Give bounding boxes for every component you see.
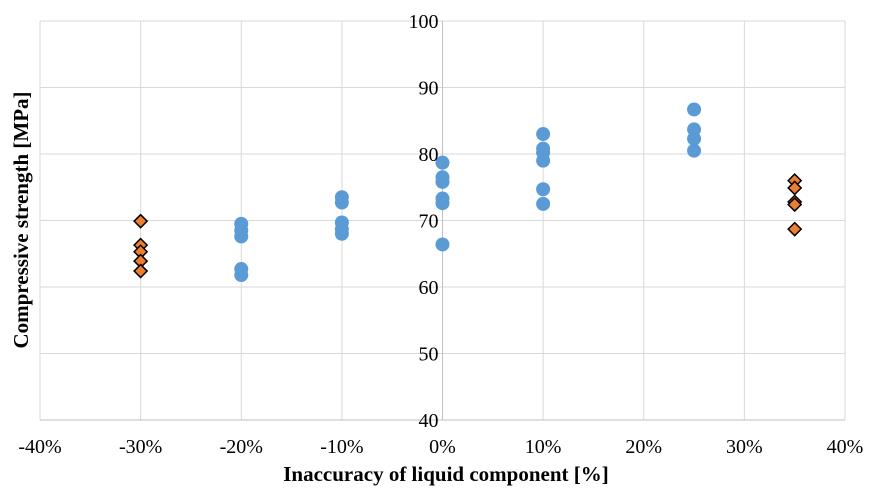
x-tick-label: 0%: [429, 436, 456, 458]
data-point: [435, 174, 450, 189]
data-point: [536, 127, 551, 142]
x-tick-label: 20%: [625, 436, 662, 458]
y-axis-title: Compressive strength [MPa]: [9, 91, 33, 348]
x-tick-label: 30%: [726, 436, 763, 458]
y-tick-label: 90: [419, 78, 439, 100]
data-point: [234, 268, 249, 283]
x-tick-label: 40%: [827, 436, 864, 458]
tick-labels: 40 50 60 70 80 90 100 -40% -30% -20% -10% 0% 10% 20% 3…: [18, 11, 863, 458]
y-tick-label: 40: [419, 410, 439, 432]
axes: [40, 21, 845, 421]
data-point: [687, 131, 702, 146]
y-tick-label: 80: [419, 144, 439, 166]
x-tick-label: 10%: [525, 436, 562, 458]
data-point: [334, 195, 349, 210]
y-tick-label: 70: [419, 211, 439, 233]
data-point: [435, 237, 450, 252]
data-point: [133, 263, 149, 279]
data-point: [536, 196, 551, 211]
data-point: [334, 226, 349, 241]
data-point: [133, 213, 149, 229]
data-point: [787, 196, 803, 213]
data-point: [787, 221, 803, 237]
x-tick-label: -30%: [119, 436, 162, 458]
y-tick-label: 60: [419, 277, 439, 299]
data-point: [687, 143, 702, 158]
data-point: [536, 182, 551, 197]
y-tick-label: 100: [409, 11, 439, 33]
data-point: [435, 196, 450, 211]
data-points: [133, 102, 803, 283]
y-tick-label: 50: [419, 344, 439, 366]
x-axis-title: Inaccuracy of liquid component [%]: [283, 462, 609, 486]
data-point: [435, 155, 450, 170]
x-tick-label: -10%: [320, 436, 363, 458]
x-tick-label: -40%: [18, 436, 61, 458]
data-point: [536, 153, 551, 168]
x-tick-label: -20%: [220, 436, 263, 458]
data-point: [234, 229, 249, 244]
data-point: [687, 102, 702, 117]
